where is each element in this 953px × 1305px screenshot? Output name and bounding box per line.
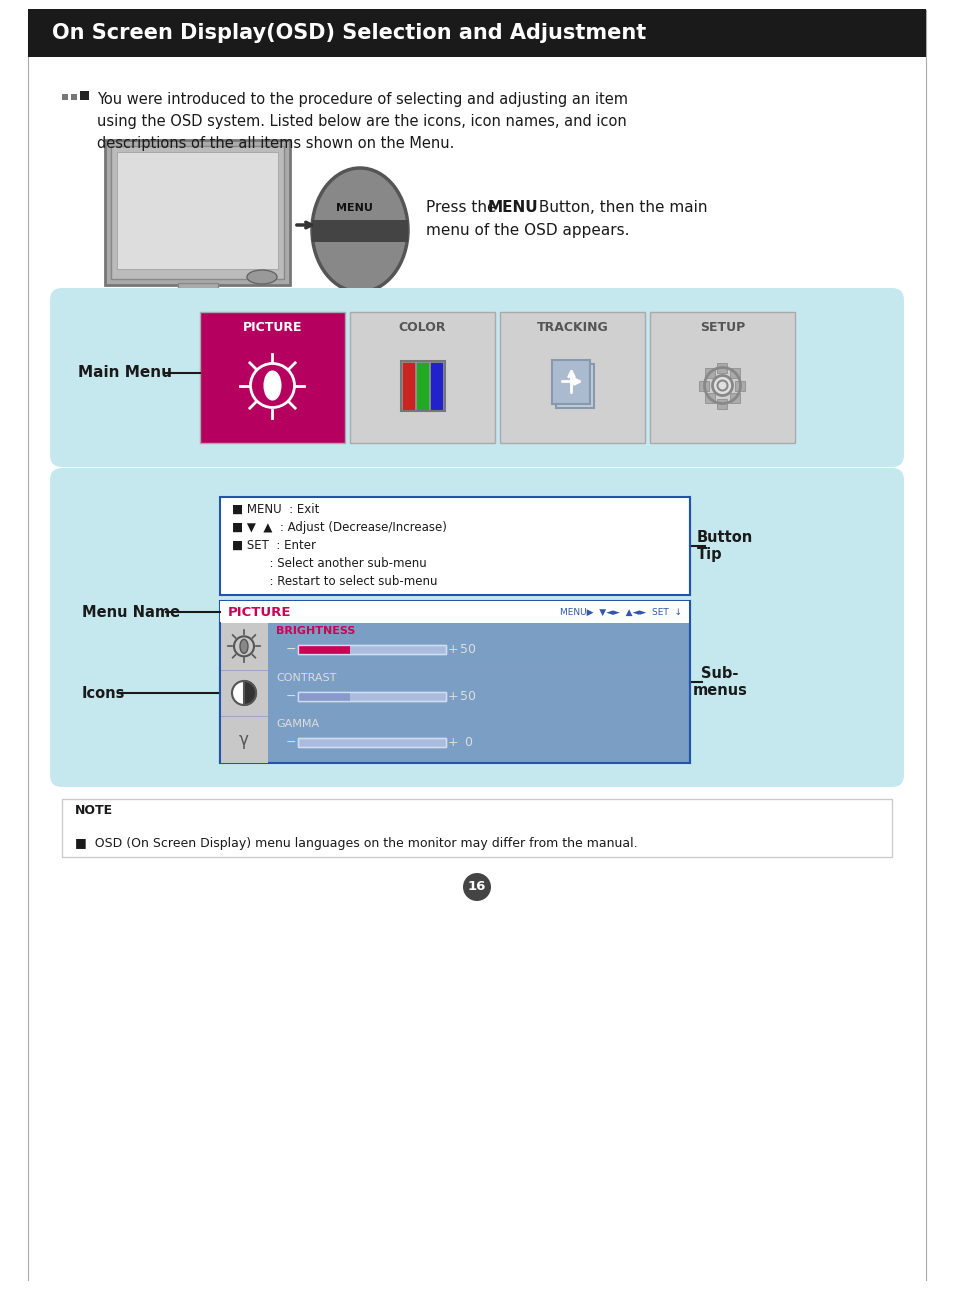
FancyBboxPatch shape xyxy=(729,368,740,377)
FancyBboxPatch shape xyxy=(704,393,714,403)
Text: COLOR: COLOR xyxy=(398,321,446,334)
FancyBboxPatch shape xyxy=(220,602,689,763)
Text: MENU▶  ▼◄►  ▲◄►  SET  ↓: MENU▶ ▼◄► ▲◄► SET ↓ xyxy=(559,608,681,616)
Ellipse shape xyxy=(240,639,248,654)
Text: GAMMA: GAMMA xyxy=(275,719,319,729)
Text: menu of the OSD appears.: menu of the OSD appears. xyxy=(426,222,629,238)
FancyBboxPatch shape xyxy=(62,94,68,100)
Text: : Select another sub-menu: : Select another sub-menu xyxy=(232,556,426,569)
Circle shape xyxy=(712,376,732,395)
Text: Button, then the main: Button, then the main xyxy=(534,200,707,214)
FancyBboxPatch shape xyxy=(62,799,891,857)
FancyBboxPatch shape xyxy=(717,363,727,372)
Text: Button
Tip: Button Tip xyxy=(696,530,752,562)
Text: Menu Name: Menu Name xyxy=(82,604,180,620)
Text: +: + xyxy=(448,689,458,702)
Text: −: − xyxy=(285,736,295,749)
Text: Sub-
menus: Sub- menus xyxy=(692,666,746,698)
FancyBboxPatch shape xyxy=(297,739,446,748)
Text: BRIGHTNESS: BRIGHTNESS xyxy=(275,626,355,636)
Circle shape xyxy=(462,873,491,900)
FancyBboxPatch shape xyxy=(152,301,243,317)
Text: ■ MENU  : Exit: ■ MENU : Exit xyxy=(232,502,319,515)
Text: γ: γ xyxy=(239,731,249,749)
Text: MENU: MENU xyxy=(488,200,538,214)
Text: Press the: Press the xyxy=(426,200,501,214)
Ellipse shape xyxy=(264,372,280,399)
Text: 0: 0 xyxy=(463,736,472,749)
FancyBboxPatch shape xyxy=(178,283,218,303)
Text: +: + xyxy=(448,736,458,749)
Text: −: − xyxy=(285,689,295,702)
FancyBboxPatch shape xyxy=(717,398,727,408)
FancyBboxPatch shape xyxy=(71,94,77,100)
FancyBboxPatch shape xyxy=(430,361,443,410)
FancyBboxPatch shape xyxy=(556,364,594,407)
Text: Main Menu: Main Menu xyxy=(78,365,172,380)
Wedge shape xyxy=(244,681,255,705)
FancyBboxPatch shape xyxy=(729,393,740,403)
Text: MENU: MENU xyxy=(335,204,372,213)
FancyBboxPatch shape xyxy=(50,288,903,467)
Text: ■ ▼  ▲  : Adjust (Decrease/Increase): ■ ▼ ▲ : Adjust (Decrease/Increase) xyxy=(232,521,446,534)
Text: TRACKING: TRACKING xyxy=(536,321,608,334)
Text: You were introduced to the procedure of selecting and adjusting an item: You were introduced to the procedure of … xyxy=(97,91,627,107)
FancyBboxPatch shape xyxy=(704,368,714,377)
Text: PICTURE: PICTURE xyxy=(242,321,302,334)
FancyBboxPatch shape xyxy=(297,692,446,701)
FancyBboxPatch shape xyxy=(200,312,345,442)
Text: +: + xyxy=(448,643,458,656)
FancyBboxPatch shape xyxy=(80,91,89,100)
Text: On Screen Display(OSD) Selection and Adjustment: On Screen Display(OSD) Selection and Adj… xyxy=(52,23,645,43)
Text: NOTE: NOTE xyxy=(75,804,113,817)
FancyBboxPatch shape xyxy=(220,602,689,622)
Text: CONTRAST: CONTRAST xyxy=(275,672,336,683)
Text: 16: 16 xyxy=(467,881,486,894)
Ellipse shape xyxy=(247,270,276,284)
FancyBboxPatch shape xyxy=(220,497,689,595)
Text: PICTURE: PICTURE xyxy=(228,606,292,619)
FancyBboxPatch shape xyxy=(50,468,903,787)
FancyBboxPatch shape xyxy=(699,381,709,390)
FancyBboxPatch shape xyxy=(111,146,284,279)
FancyBboxPatch shape xyxy=(649,312,794,442)
Text: descriptions of the all items shown on the Menu.: descriptions of the all items shown on t… xyxy=(97,136,454,151)
Text: SETUP: SETUP xyxy=(700,321,744,334)
FancyBboxPatch shape xyxy=(105,140,290,284)
FancyBboxPatch shape xyxy=(117,151,277,269)
FancyBboxPatch shape xyxy=(350,312,495,442)
Ellipse shape xyxy=(312,168,408,292)
Text: Icons: Icons xyxy=(82,685,125,701)
Text: 50: 50 xyxy=(459,643,476,656)
Text: : Restart to select sub-menu: : Restart to select sub-menu xyxy=(232,574,437,587)
FancyBboxPatch shape xyxy=(312,221,408,241)
FancyBboxPatch shape xyxy=(552,359,590,403)
FancyBboxPatch shape xyxy=(416,361,429,410)
FancyBboxPatch shape xyxy=(402,361,416,410)
Text: ■  OSD (On Screen Display) menu languages on the monitor may differ from the man: ■ OSD (On Screen Display) menu languages… xyxy=(75,837,637,850)
FancyBboxPatch shape xyxy=(499,312,644,442)
FancyBboxPatch shape xyxy=(735,381,744,390)
Text: ■ SET  : Enter: ■ SET : Enter xyxy=(232,539,315,552)
Circle shape xyxy=(232,681,255,705)
FancyBboxPatch shape xyxy=(28,9,925,57)
Text: −: − xyxy=(285,643,295,656)
FancyBboxPatch shape xyxy=(297,645,446,654)
FancyBboxPatch shape xyxy=(297,645,350,654)
Text: 50: 50 xyxy=(459,689,476,702)
FancyBboxPatch shape xyxy=(220,622,268,763)
FancyBboxPatch shape xyxy=(297,692,350,701)
Text: using the OSD system. Listed below are the icons, icon names, and icon: using the OSD system. Listed below are t… xyxy=(97,114,626,129)
